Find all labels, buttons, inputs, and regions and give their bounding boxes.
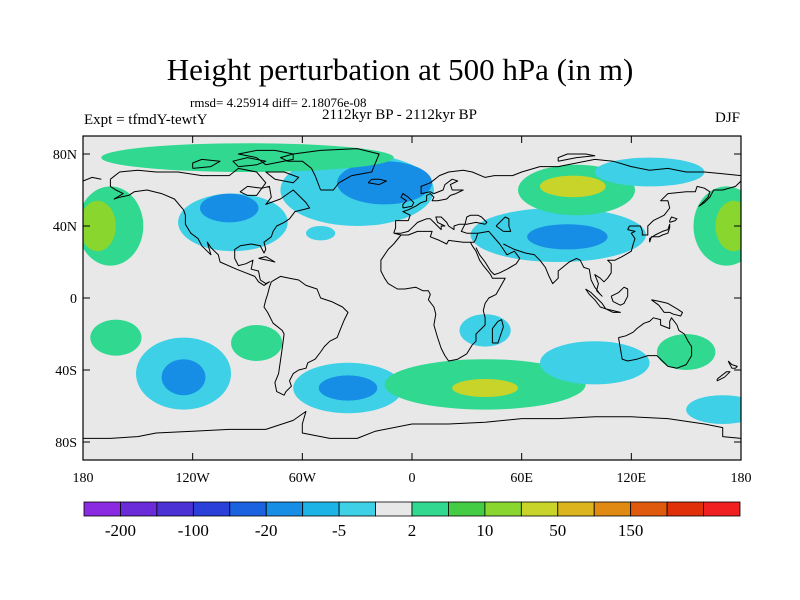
coastline-13	[605, 308, 621, 313]
colorbar-swatch	[484, 501, 522, 517]
lat-tick-label: 40N	[53, 220, 77, 235]
coastlines	[83, 148, 741, 439]
colorbar-label: -20	[255, 521, 278, 540]
colorbar-label: 10	[476, 521, 493, 540]
lon-tick-label: 0	[409, 471, 416, 486]
coastline-19	[716, 371, 731, 382]
coastline-17	[400, 193, 415, 209]
anomaly-region-25	[686, 395, 741, 424]
anomaly-region-21	[452, 379, 519, 397]
experiment-label: Expt = tfmdY-tewtY	[84, 112, 208, 128]
anomaly-region-17	[231, 325, 283, 361]
coastline-8	[495, 216, 512, 232]
colorbar-swatch	[83, 501, 121, 517]
colorbar-swatch	[302, 501, 340, 517]
colorbar-label: 150	[618, 521, 644, 540]
coastline-21	[258, 256, 276, 263]
coastline-22	[83, 410, 741, 439]
coastline-24	[557, 153, 596, 162]
lat-tick-label: 80S	[55, 436, 77, 451]
colorbar-swatch	[192, 501, 231, 517]
lon-tick-label: 180	[731, 471, 752, 486]
coastline-18	[367, 178, 387, 186]
colorbar-swatch	[593, 501, 632, 517]
colorbar-swatch	[156, 501, 194, 517]
lat-tick-label: 0	[70, 292, 77, 307]
anomaly-field	[83, 143, 741, 424]
coastline-10	[649, 223, 671, 243]
coastline-0	[109, 167, 311, 286]
colorbar-swatch	[666, 501, 704, 517]
coastline-25	[192, 158, 221, 169]
lon-tick-label: 180	[73, 471, 94, 486]
lat-tick-label: 40S	[55, 364, 77, 379]
anomaly-region-23	[656, 334, 716, 370]
coastline-23	[83, 176, 102, 182]
coastline-15	[651, 299, 683, 317]
coastline-16	[491, 319, 504, 344]
anomaly-region-13	[594, 157, 705, 187]
anomaly-region-22	[539, 341, 650, 385]
anomaly-region-19	[318, 375, 378, 401]
colorbar-swatch	[448, 501, 486, 517]
anomaly-region-16	[90, 319, 142, 356]
colorbar-label: 2	[408, 521, 417, 540]
anomaly-region-15	[161, 359, 206, 396]
coastline-28	[265, 171, 300, 184]
colorbar-label: -100	[178, 521, 209, 540]
colorbar-swatch	[520, 501, 559, 517]
coastline-20	[727, 360, 738, 369]
lon-tick-label: 60W	[289, 471, 317, 486]
anomaly-region-11	[715, 200, 741, 252]
anomaly-region-5	[527, 224, 608, 250]
colorbar-swatch	[703, 501, 741, 517]
colorbar-swatch	[411, 501, 449, 517]
anomaly-region-3	[337, 161, 433, 205]
map-title: Height perturbation at 500 hPa (in m)	[166, 52, 634, 87]
coastline-9	[618, 317, 693, 369]
coastline-5	[380, 234, 506, 362]
coastline-3	[393, 158, 741, 234]
colorbar-swatch	[265, 501, 304, 517]
coastline-11	[669, 216, 678, 223]
coastline-7	[503, 180, 741, 297]
period-label: 2112kyr BP - 2112kyr BP	[322, 107, 478, 123]
season-label: DJF	[714, 110, 740, 126]
anomaly-region-9	[83, 200, 116, 252]
coastline-6	[475, 230, 521, 276]
lon-tick-label: 120E	[617, 471, 647, 486]
coastline-12	[585, 288, 607, 310]
colorbar-swatch	[120, 501, 158, 517]
statistics-label: rmsd= 4.25914 diff= 2.18076e-08	[190, 95, 367, 110]
lon-tick-label: 60E	[510, 471, 533, 486]
coastline-26	[232, 157, 267, 168]
anomaly-region-7	[539, 175, 606, 198]
colorbar-swatch	[375, 501, 413, 517]
lon-tick-label: 120W	[176, 471, 211, 486]
lat-tick-label: 80N	[53, 148, 77, 163]
colorbar: -200 -100 -20 -5 2 10 50 150	[83, 501, 741, 540]
colorbar-label: 50	[549, 521, 566, 540]
colorbar-label: -200	[105, 521, 136, 540]
colorbar-label: -5	[332, 521, 346, 540]
colorbar-swatch	[229, 501, 267, 517]
map-axes: 80N 40N 0 40S 80S 180 120W 60W 0 60E 120E 180	[53, 136, 752, 486]
colorbar-swatch	[557, 501, 595, 517]
anomaly-region-24	[459, 314, 511, 347]
anomaly-region-1	[199, 193, 259, 223]
coastline-14	[610, 286, 629, 306]
colorbar-swatch	[630, 501, 668, 517]
colorbar-swatch	[338, 501, 376, 517]
coastline-27	[237, 149, 294, 166]
anomaly-region-26	[305, 226, 336, 241]
coastline-4	[393, 214, 488, 245]
coastline-1	[263, 275, 349, 396]
coastline-2	[279, 148, 380, 191]
